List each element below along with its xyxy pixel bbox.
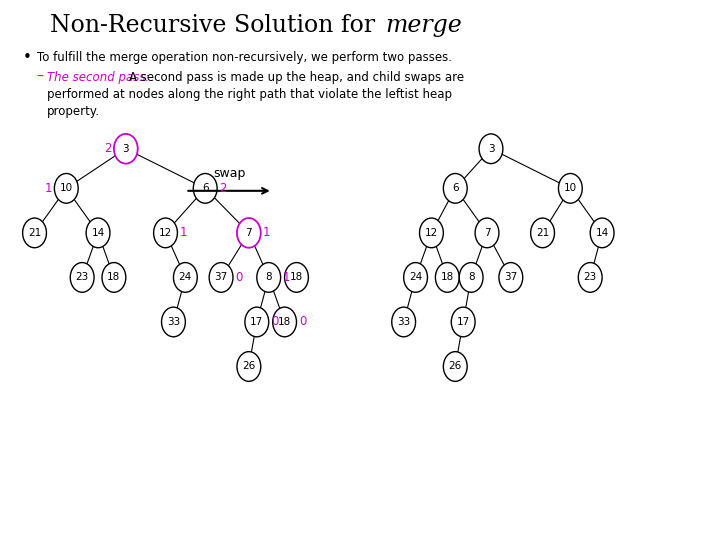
Text: 0: 0 xyxy=(271,315,279,328)
Text: Non-Recursive Solution for: Non-Recursive Solution for xyxy=(50,14,383,37)
Text: 23: 23 xyxy=(76,272,89,282)
Circle shape xyxy=(22,218,46,248)
Text: 1: 1 xyxy=(263,226,271,239)
Text: 18: 18 xyxy=(290,272,303,282)
Text: performed at nodes along the right path that violate the leftist heap: performed at nodes along the right path … xyxy=(48,88,452,101)
Text: merge: merge xyxy=(386,14,462,37)
Text: 33: 33 xyxy=(397,317,410,327)
Text: 21: 21 xyxy=(536,228,549,238)
Text: 7: 7 xyxy=(246,228,252,238)
Circle shape xyxy=(479,134,503,164)
Text: 14: 14 xyxy=(91,228,104,238)
Text: A second pass is made up the heap, and child swaps are: A second pass is made up the heap, and c… xyxy=(129,71,464,84)
Circle shape xyxy=(444,352,467,381)
Text: 14: 14 xyxy=(595,228,608,238)
Text: 6: 6 xyxy=(202,184,209,193)
Text: 21: 21 xyxy=(28,228,41,238)
Circle shape xyxy=(245,307,269,337)
Text: 17: 17 xyxy=(250,317,264,327)
Circle shape xyxy=(590,218,614,248)
Text: 26: 26 xyxy=(449,361,462,372)
Text: To fulfill the merge operation non-recursively, we perform two passes.: To fulfill the merge operation non-recur… xyxy=(37,51,451,64)
Text: property.: property. xyxy=(48,105,100,118)
Circle shape xyxy=(578,262,602,292)
Text: swap: swap xyxy=(213,167,246,180)
Circle shape xyxy=(531,218,554,248)
Circle shape xyxy=(210,262,233,292)
Circle shape xyxy=(392,307,415,337)
Text: 24: 24 xyxy=(179,272,192,282)
Circle shape xyxy=(237,352,261,381)
Text: 18: 18 xyxy=(441,272,454,282)
Text: 1: 1 xyxy=(179,226,187,239)
Text: 8: 8 xyxy=(468,272,474,282)
Text: 3: 3 xyxy=(487,144,495,154)
Text: 1: 1 xyxy=(45,182,52,195)
Circle shape xyxy=(559,173,582,203)
Text: •: • xyxy=(22,50,32,65)
Circle shape xyxy=(237,218,261,248)
Circle shape xyxy=(404,262,428,292)
Text: 12: 12 xyxy=(159,228,172,238)
Text: 2: 2 xyxy=(220,182,227,195)
Circle shape xyxy=(436,262,459,292)
Text: 0: 0 xyxy=(235,271,243,284)
Circle shape xyxy=(86,218,110,248)
Circle shape xyxy=(71,262,94,292)
Text: 0: 0 xyxy=(299,315,306,328)
Circle shape xyxy=(420,218,444,248)
Circle shape xyxy=(102,262,126,292)
Circle shape xyxy=(475,218,499,248)
Circle shape xyxy=(459,262,483,292)
Circle shape xyxy=(499,262,523,292)
Text: 33: 33 xyxy=(167,317,180,327)
Text: 37: 37 xyxy=(504,272,518,282)
Text: –: – xyxy=(37,70,43,84)
Circle shape xyxy=(174,262,197,292)
Text: 3: 3 xyxy=(122,144,129,154)
Circle shape xyxy=(161,307,185,337)
Text: 6: 6 xyxy=(452,184,459,193)
Circle shape xyxy=(153,218,177,248)
Text: 37: 37 xyxy=(215,272,228,282)
Circle shape xyxy=(273,307,297,337)
Circle shape xyxy=(451,307,475,337)
Text: 1: 1 xyxy=(283,271,290,284)
Text: 10: 10 xyxy=(60,184,73,193)
Circle shape xyxy=(444,173,467,203)
Text: 24: 24 xyxy=(409,272,422,282)
Text: 18: 18 xyxy=(107,272,120,282)
Text: The second pass:: The second pass: xyxy=(48,71,150,84)
Circle shape xyxy=(284,262,308,292)
Text: 7: 7 xyxy=(484,228,490,238)
Circle shape xyxy=(257,262,281,292)
Text: 10: 10 xyxy=(564,184,577,193)
Circle shape xyxy=(193,173,217,203)
Text: 17: 17 xyxy=(456,317,470,327)
Text: 18: 18 xyxy=(278,317,291,327)
Circle shape xyxy=(114,134,138,164)
Circle shape xyxy=(55,173,78,203)
Text: 12: 12 xyxy=(425,228,438,238)
Text: 26: 26 xyxy=(242,361,256,372)
Text: 23: 23 xyxy=(584,272,597,282)
Text: 2: 2 xyxy=(104,142,112,156)
Text: 8: 8 xyxy=(266,272,272,282)
